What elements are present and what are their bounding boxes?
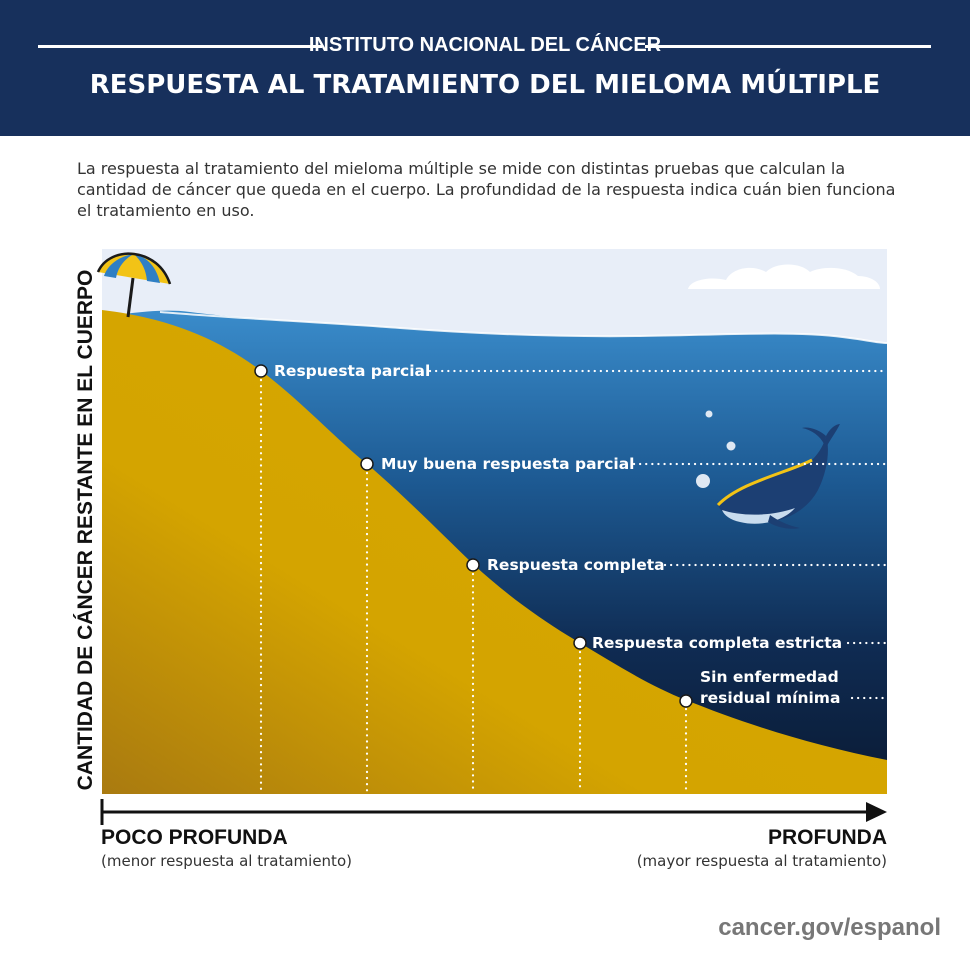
x-axis-right-title: PROFUNDA: [768, 826, 887, 849]
label-very-good-partial: Muy buena respuesta parcial: [381, 455, 634, 473]
site-url[interactable]: cancer.gov/espanol: [718, 914, 941, 941]
header-banner: INSTITUTO NACIONAL DEL CÁNCER RESPUESTA …: [0, 0, 970, 136]
label-mrd-line2: residual mínima: [700, 689, 840, 707]
label-partial-response: Respuesta parcial: [274, 362, 430, 380]
label-mrd-line1: Sin enfermedad: [700, 668, 839, 686]
x-axis-arrow: [100, 799, 887, 825]
label-complete-response: Respuesta completa: [487, 556, 665, 574]
x-axis-left-title: POCO PROFUNDA: [101, 826, 288, 849]
leader-lines: [428, 369, 888, 700]
point-partial-response: [254, 364, 268, 378]
intro-text: La respuesta al tratamiento del mieloma …: [77, 159, 896, 220]
y-axis-label: CANTIDAD DE CÁNCER RESTANTE EN EL CUERPO: [74, 270, 97, 791]
drop-lines: [259, 378, 688, 794]
point-very-good-partial: [360, 457, 374, 471]
point-stringent-complete: [573, 636, 587, 650]
point-complete-response: [466, 558, 480, 572]
label-stringent-complete: Respuesta completa estricta: [592, 634, 842, 652]
sand-slope: [102, 310, 887, 794]
header-rule-right: [645, 45, 931, 48]
x-axis-right-subtitle: (mayor respuesta al tratamiento): [636, 852, 887, 870]
beach-umbrella-icon: [96, 252, 172, 318]
point-mrd-negative: [679, 694, 693, 708]
level-points: [254, 364, 693, 708]
header-rule-left: [38, 45, 322, 48]
cloud-icon: [688, 264, 880, 289]
x-axis-left-subtitle: (menor respuesta al tratamiento): [101, 852, 352, 870]
page-title: RESPUESTA AL TRATAMIENTO DEL MIELOMA MÚL…: [89, 70, 881, 100]
wave-line: [159, 311, 888, 344]
institute-name: INSTITUTO NACIONAL DEL CÁNCER: [308, 34, 662, 56]
bubble-icon: [696, 410, 736, 488]
